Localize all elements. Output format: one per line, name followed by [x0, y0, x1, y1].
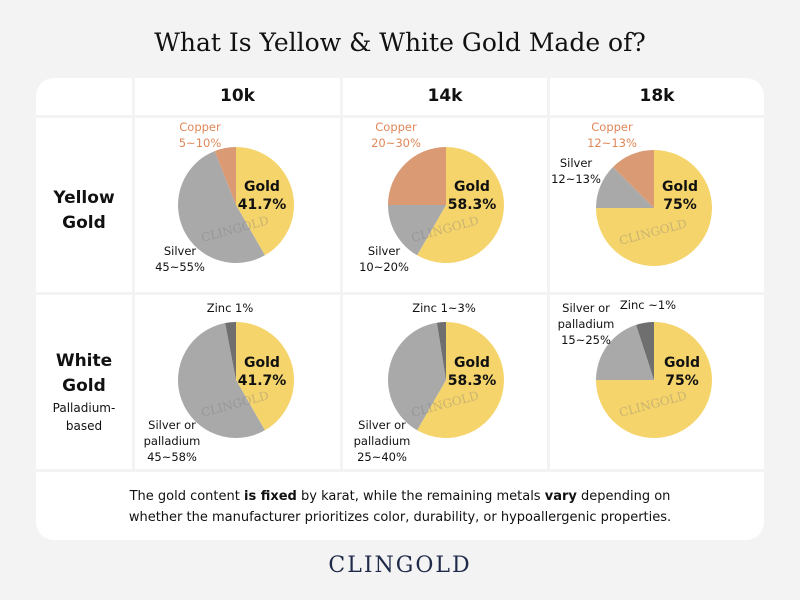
row-label: White [55, 351, 113, 371]
pie-slice-gold [417, 322, 504, 438]
zinc-label: Zinc ~1% [619, 298, 677, 312]
pie-slice-silver-or-palladium [177, 323, 265, 438]
pie-slice-copper [388, 147, 446, 205]
pie-slice-zinc [225, 322, 236, 380]
pie-slice-gold [236, 147, 294, 256]
pie-chart: CLINGOLD [596, 150, 712, 266]
pie-slice-copper [612, 150, 654, 208]
pie-slice-gold [417, 147, 504, 263]
pie-slice-gold [236, 322, 294, 431]
gold-label: Gold 41.7% [237, 179, 287, 213]
copper-label: Copper 5~10% [178, 120, 222, 150]
footer-panel [36, 472, 764, 540]
row-label: Yellow [53, 188, 115, 208]
row-label: Gold [62, 213, 106, 233]
pie-chart: CLINGOLD [388, 322, 504, 438]
pie-slice-silver [388, 205, 446, 256]
silver-label: Silver 45~55% [155, 244, 205, 274]
row-label: Gold [62, 376, 106, 396]
corner-cell [36, 78, 132, 115]
row-header-white-gold: White Gold Palladium- based [36, 295, 132, 469]
pie-slice-copper [214, 147, 236, 205]
row-sublabel: Palladium- [52, 401, 116, 415]
footer-text: The gold content is fixed by karat, whil… [128, 489, 672, 525]
silver-label: Silver 12~13% [551, 156, 601, 186]
gold-label: Gold 75% [664, 355, 700, 389]
silver-palladium-label: Silver or palladium 45~58% [143, 418, 201, 464]
pie-slice-zinc [636, 322, 654, 380]
gold-label: Gold 58.3% [447, 355, 497, 389]
silver-palladium-label: Silver or palladium 25~40% [353, 418, 411, 464]
pie-chart: CLINGOLD [388, 147, 504, 263]
silver-palladium-label: Silver or palladium 15~25% [557, 301, 615, 347]
column-header-10k: 10k [135, 78, 340, 115]
pie-chart: CLINGOLD [177, 322, 294, 438]
silver-label: Silver 10~20% [359, 244, 409, 274]
pie-chart: CLINGOLD [177, 147, 294, 264]
brand-logo: CLINGOLD [328, 553, 472, 578]
gold-label: Gold 41.7% [237, 355, 287, 389]
gold-label: Gold 75% [662, 179, 698, 213]
pie-slice-silver [596, 166, 654, 208]
pie-chart: CLINGOLD [596, 322, 712, 438]
column-header-14k: 14k [343, 78, 547, 115]
zinc-label: Zinc 1% [206, 301, 254, 315]
copper-label: Copper 12~13% [587, 120, 637, 150]
page-title: What Is Yellow & White Gold Made of? [154, 28, 646, 57]
pie-slice-silver-or-palladium [596, 324, 654, 380]
row-header-yellow-gold: Yellow Gold [36, 118, 132, 292]
copper-label: Copper 20~30% [371, 120, 421, 150]
pie-slice-zinc [436, 322, 446, 380]
gold-label: Gold 58.3% [447, 179, 497, 213]
row-sublabel: based [65, 419, 103, 433]
pie-slice-silver-or-palladium [388, 322, 446, 431]
column-header-18k: 18k [550, 78, 764, 115]
pie-slice-silver [177, 151, 265, 264]
zinc-label: Zinc 1~3% [412, 301, 476, 315]
